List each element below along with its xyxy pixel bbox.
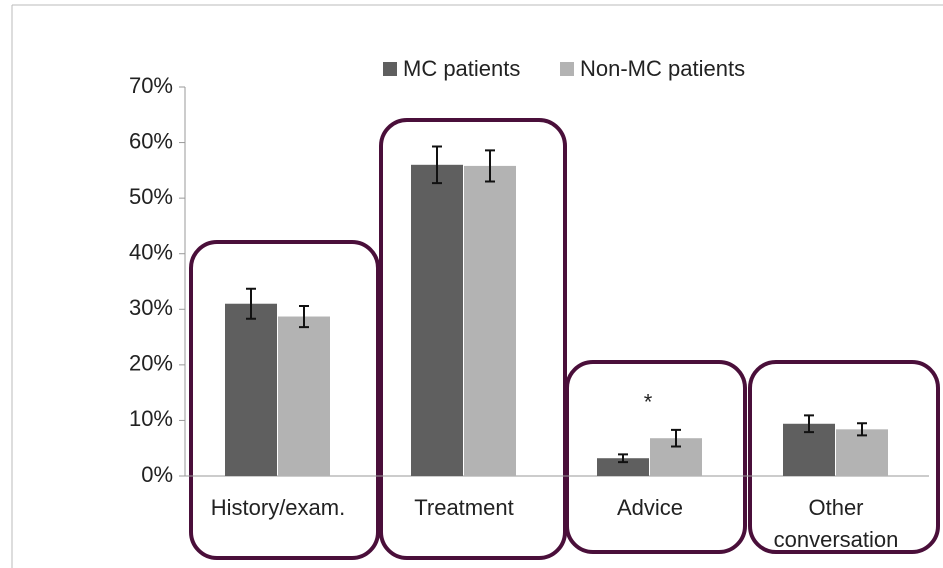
category-box [565,360,747,554]
y-tick-label: 40% [129,240,173,265]
error-bar [246,287,256,320]
category-boxes [189,118,940,560]
category-box [748,360,940,554]
annotation: * [644,390,653,415]
y-tick-label: 70% [129,73,173,98]
bar [411,164,463,477]
bar [225,303,277,476]
bar [836,429,888,476]
x-tick-label: Advice [616,495,684,520]
error-bar [485,149,495,183]
error-bar [299,304,309,329]
legend-label: Non-MC patients [580,56,745,81]
y-tick-label: 20% [129,351,173,376]
error-bar [618,453,628,464]
bar [278,316,330,476]
error-bar [432,145,442,185]
x-tick-label: Other conversation [773,495,899,552]
y-tick-label: 60% [129,128,173,153]
bar [597,458,649,476]
y-tick-label: 30% [129,295,173,320]
bar [464,165,516,476]
category-box [189,240,380,560]
x-tick-label: Treatment [414,495,514,520]
y-tick-label: 10% [129,406,173,431]
error-bar [804,414,814,434]
legend-swatch [383,62,397,76]
legend-label: MC patients [403,56,520,81]
x-tick-label: History/exam. [210,495,346,520]
error-bar [857,422,867,437]
error-bar [671,428,681,448]
category-box [379,118,567,560]
y-tick-label: 50% [129,184,173,209]
legend-swatch [560,62,574,76]
y-tick-label: 0% [141,462,173,487]
